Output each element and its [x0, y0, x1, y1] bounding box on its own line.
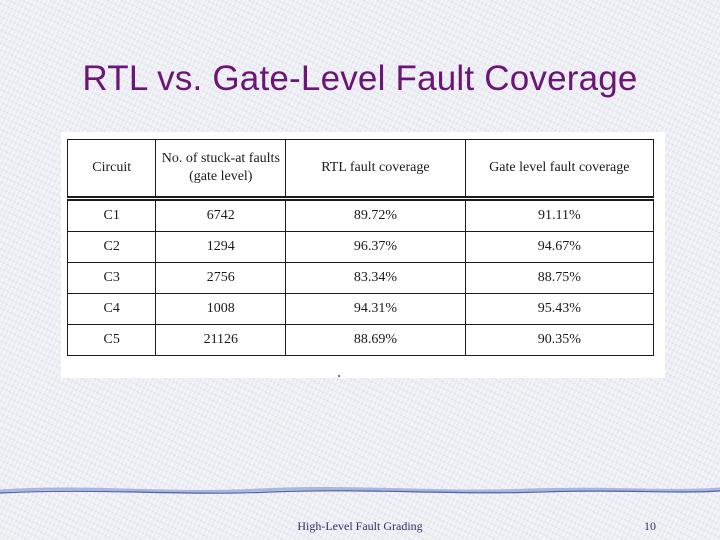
table-row: C1 6742 89.72% 91.11%: [66, 198, 655, 232]
table-row: C2 1294 96.37% 94.67%: [66, 231, 655, 263]
header-stuck-at-faults-line1: No. of stuck-at faults: [161, 151, 280, 166]
slide-title: RTL vs. Gate-Level Fault Coverage: [82, 59, 638, 99]
cell-gate-coverage: 90.35%: [464, 324, 655, 356]
table-row: C3 2756 83.34% 88.75%: [66, 262, 655, 294]
cell-gate-coverage: 94.67%: [464, 231, 655, 263]
cell-gate-coverage: 95.43%: [464, 293, 655, 325]
cell-circuit: C2: [66, 231, 157, 263]
table-row: C4 1008 94.31% 95.43%: [66, 293, 655, 325]
table-image: Circuit No. of stuck-at faults (gate lev…: [61, 132, 665, 378]
footer-line-dark: [0, 490, 720, 494]
footer-decorative-lines: [0, 486, 720, 494]
header-stuck-at-faults-line2: (gate level): [189, 169, 253, 184]
header-rtl-fault-coverage: RTL fault coverage: [285, 139, 466, 199]
header-gate-level-fault-coverage: Gate level fault coverage: [464, 139, 655, 199]
table-row: C5 21126 88.69% 90.35%: [66, 324, 655, 356]
cell-circuit: C5: [66, 324, 157, 356]
cell-gate-coverage: 88.75%: [464, 262, 655, 294]
cell-gate-coverage: 91.11%: [464, 198, 655, 232]
cell-rtl-coverage: 94.31%: [285, 293, 466, 325]
header-circuit: Circuit: [66, 139, 157, 199]
cell-stuck-at-faults: 6742: [155, 198, 287, 232]
footer-line-light: [0, 486, 720, 493]
cell-rtl-coverage: 96.37%: [285, 231, 466, 263]
page-number: 10: [644, 519, 656, 533]
cell-stuck-at-faults: 2756: [155, 262, 287, 294]
cell-stuck-at-faults: 1008: [155, 293, 287, 325]
cell-rtl-coverage: 88.69%: [285, 324, 466, 356]
cell-stuck-at-faults: 1294: [155, 231, 287, 263]
header-stuck-at-faults: No. of stuck-at faults (gate level): [155, 139, 287, 199]
cell-stuck-at-faults: 21126: [155, 324, 287, 356]
cell-circuit: C1: [66, 198, 157, 232]
scan-speck: [338, 375, 340, 377]
cell-circuit: C3: [66, 262, 157, 294]
cell-circuit: C4: [66, 293, 157, 325]
footer-text: High-Level Fault Grading: [297, 519, 423, 533]
table-header-row: Circuit No. of stuck-at faults (gate lev…: [66, 139, 655, 199]
cell-rtl-coverage: 83.34%: [285, 262, 466, 294]
cell-rtl-coverage: 89.72%: [285, 198, 466, 232]
fault-coverage-table: Circuit No. of stuck-at faults (gate lev…: [66, 139, 655, 356]
